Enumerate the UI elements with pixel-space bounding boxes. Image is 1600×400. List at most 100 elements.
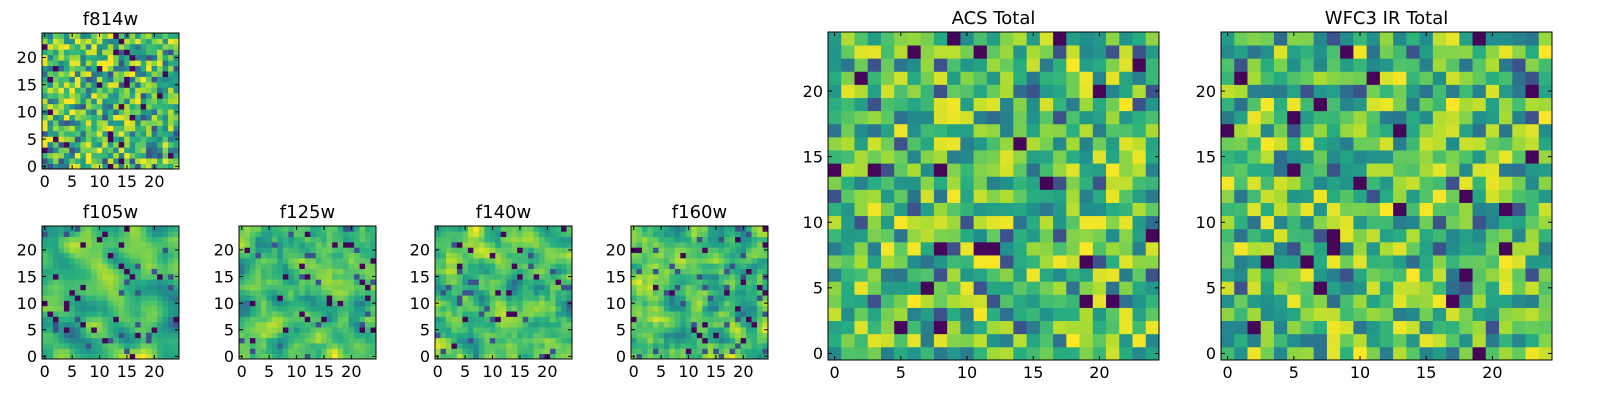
heatmap-cell: [47, 152, 54, 159]
heatmap-cell: [96, 125, 103, 132]
heatmap-cell: [867, 241, 882, 256]
heatmap-cell: [129, 327, 136, 333]
heatmap-cell: [1366, 228, 1381, 243]
heatmap-cell: [1092, 320, 1107, 335]
heatmap-cell: [370, 316, 377, 323]
heatmap-cell: [473, 332, 480, 339]
heatmap-cell: [920, 176, 935, 190]
heatmap-cell: [168, 54, 174, 61]
heatmap-cell: [1538, 281, 1553, 295]
heatmap-cell: [854, 281, 869, 295]
heatmap-cell: [986, 255, 1001, 269]
heatmap-cell: [740, 284, 747, 291]
heatmap-cell: [445, 305, 452, 312]
heatmap-cell: [1221, 202, 1235, 217]
heatmap-cell: [315, 327, 322, 333]
heatmap-cell: [255, 321, 262, 328]
heatmap-cell: [47, 337, 54, 344]
heatmap-cell: [495, 348, 502, 355]
heatmap-cell: [1260, 84, 1275, 98]
heatmap-cell: [157, 87, 163, 94]
x-tick-label: 15: [510, 362, 530, 381]
heatmap-cell: [1485, 97, 1500, 112]
heatmap-cell: [337, 279, 344, 285]
heatmap-cell: [1446, 333, 1460, 348]
heatmap-cell: [239, 289, 245, 296]
heatmap-cell: [1079, 202, 1094, 217]
heatmap-cell: [102, 316, 109, 323]
heatmap-cell: [528, 284, 535, 291]
heatmap-cell: [528, 311, 535, 317]
heatmap-cell: [691, 348, 698, 355]
heatmap-cell: [244, 353, 251, 360]
heatmap-cell: [1366, 123, 1381, 138]
y-tick-label: 10: [803, 213, 823, 232]
heatmap-cell: [1379, 281, 1394, 295]
heatmap-cell: [658, 343, 665, 349]
heatmap-cell: [757, 273, 763, 280]
heatmap-cell: [1326, 255, 1341, 269]
heatmap-cell: [47, 141, 54, 148]
heatmap-cell: [517, 305, 524, 312]
heatmap-cell: [880, 45, 895, 59]
heatmap-cell: [1313, 176, 1328, 190]
heatmap-cell: [707, 353, 714, 360]
heatmap-cell: [244, 257, 251, 264]
heatmap-cell: [1000, 320, 1014, 335]
heatmap-cell: [96, 236, 103, 243]
heatmap-cell: [933, 84, 948, 98]
heatmap-cell: [96, 327, 103, 333]
heatmap-cell: [489, 268, 496, 275]
heatmap-cell: [321, 257, 328, 264]
heatmap-cell: [1326, 215, 1341, 230]
heatmap-cell: [47, 231, 54, 238]
heatmap-cell: [1353, 32, 1368, 46]
heatmap-cell: [113, 158, 120, 164]
heatmap-cell: [1432, 333, 1447, 348]
heatmap-cell: [85, 343, 92, 349]
heatmap-cell: [151, 284, 158, 291]
heatmap-cell: [652, 348, 659, 355]
heatmap-cell: [685, 316, 692, 323]
heatmap-cell: [326, 332, 333, 339]
heatmap-cell: [96, 87, 103, 94]
heatmap-cell: [500, 289, 507, 296]
heatmap-cell: [113, 327, 120, 333]
heatmap-cell: [244, 337, 251, 344]
heatmap-cell: [332, 300, 339, 307]
heatmap-cell: [91, 236, 98, 243]
heatmap-cell: [80, 163, 87, 170]
heatmap-cell: [652, 305, 659, 312]
heatmap-cell: [746, 311, 752, 317]
heatmap-cell: [140, 353, 147, 360]
heatmap-cell: [1026, 123, 1041, 138]
heatmap-cell: [440, 247, 447, 253]
heatmap-cell: [157, 241, 163, 248]
heatmap-cell: [157, 98, 163, 105]
heatmap-cell: [162, 295, 169, 301]
heatmap-cell: [107, 295, 114, 301]
heatmap-cell: [1132, 150, 1147, 164]
heatmap-cell: [260, 226, 267, 232]
heatmap-cell: [484, 295, 491, 301]
heatmap-cell: [894, 176, 908, 190]
heatmap-cell: [456, 263, 463, 269]
heatmap-cell: [1525, 189, 1540, 203]
heatmap-cell: [310, 273, 317, 280]
heatmap-cell: [1079, 189, 1094, 203]
heatmap-cell: [52, 125, 59, 132]
heatmap-cell: [1512, 136, 1526, 151]
heatmap-cell: [1000, 45, 1014, 59]
heatmap-cell: [315, 263, 322, 269]
heatmap-cell: [663, 311, 670, 317]
heatmap-cell: [140, 321, 147, 328]
heatmap-cell: [146, 98, 152, 105]
heatmap-cell: [288, 257, 295, 264]
heatmap-cell: [157, 348, 163, 355]
x-tick-label: 10: [1350, 363, 1370, 382]
heatmap-cell: [63, 152, 70, 159]
heatmap-cell: [947, 150, 961, 164]
heatmap-cell: [1287, 228, 1301, 243]
heatmap-cell: [854, 58, 869, 72]
heatmap-cell: [162, 92, 169, 99]
